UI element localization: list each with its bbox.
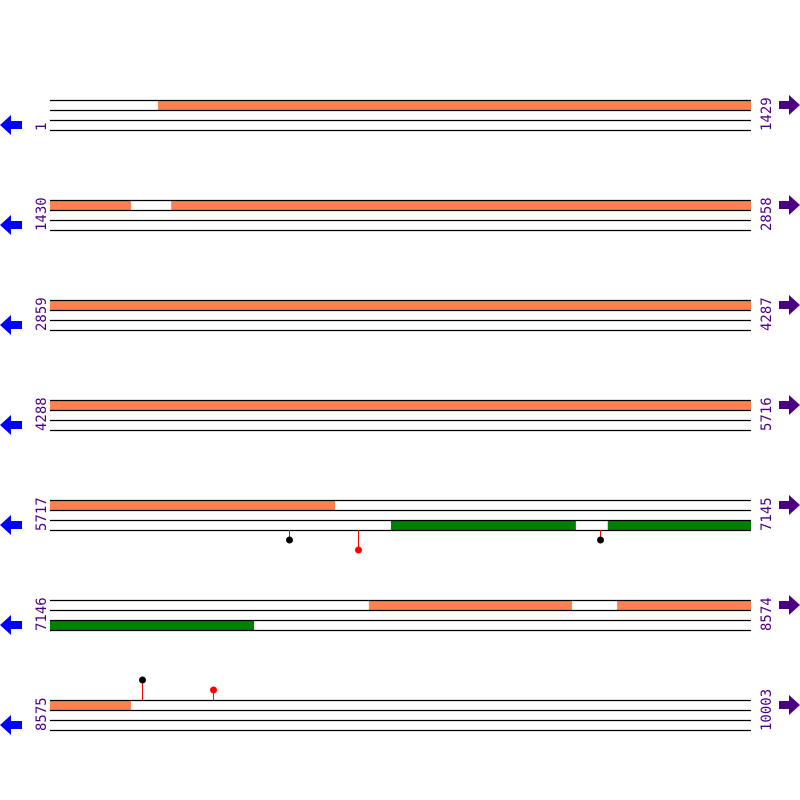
row-start-label: 5717 [34, 497, 50, 531]
marker-dot [597, 536, 604, 544]
sequence-row: 5717 7145 [0, 495, 800, 535]
forward-feature [50, 400, 751, 410]
arrow-right-icon [779, 495, 800, 515]
arrow-right-icon [779, 95, 800, 115]
row-start-label: 7146 [34, 597, 50, 631]
forward-feature [617, 600, 751, 610]
row-start-label: 8575 [34, 697, 50, 731]
forward-feature [50, 500, 336, 510]
arrow-right-icon [779, 195, 800, 215]
site-marker [597, 530, 604, 544]
row-end-label: 4287 [759, 297, 775, 331]
row-start-label: 1 [34, 123, 50, 131]
marker-dot [139, 676, 146, 684]
forward-feature [50, 700, 131, 710]
arrow-right-icon [779, 295, 800, 315]
sequence-row: 1 1429 [0, 95, 800, 135]
site-marker [355, 530, 362, 554]
marker-dot [210, 686, 217, 694]
row-start-label: 2859 [34, 297, 50, 331]
row-end-label: 5716 [759, 397, 775, 431]
reverse-feature [50, 620, 255, 630]
sequence-row: 4288 5716 [0, 395, 800, 435]
site-marker [210, 686, 217, 700]
row-end-label: 7145 [759, 497, 775, 531]
reverse-feature [390, 520, 576, 530]
site-marker [286, 530, 293, 544]
forward-feature [157, 100, 751, 110]
forward-feature [50, 200, 131, 210]
marker-dot [286, 536, 293, 544]
arrow-left-icon [0, 215, 22, 235]
row-end-label: 8574 [759, 597, 775, 631]
forward-feature [171, 200, 751, 210]
site-marker [139, 676, 146, 700]
forward-feature [50, 300, 751, 310]
arrow-right-icon [779, 595, 800, 615]
sequence-row: 2859 4287 [0, 295, 800, 335]
arrow-left-icon [0, 615, 22, 635]
arrow-left-icon [0, 515, 22, 535]
arrow-left-icon [0, 115, 22, 135]
reverse-feature [607, 520, 751, 530]
marker-dot [355, 546, 362, 554]
sequence-row: 7146 8574 [0, 595, 800, 635]
arrow-left-icon [0, 415, 22, 435]
sequence-row: 1430 2858 [0, 195, 800, 235]
row-start-label: 4288 [34, 397, 50, 431]
sequence-row: 8575 10003 [0, 689, 800, 735]
arrow-left-icon [0, 315, 22, 335]
row-end-label: 2858 [759, 197, 775, 231]
arrow-left-icon [0, 715, 22, 735]
arrow-right-icon [779, 395, 800, 415]
forward-feature [368, 600, 572, 610]
row-start-label: 1430 [34, 197, 50, 231]
row-end-label: 1429 [759, 97, 775, 131]
arrow-right-icon [779, 695, 800, 715]
row-end-label: 10003 [759, 689, 775, 731]
